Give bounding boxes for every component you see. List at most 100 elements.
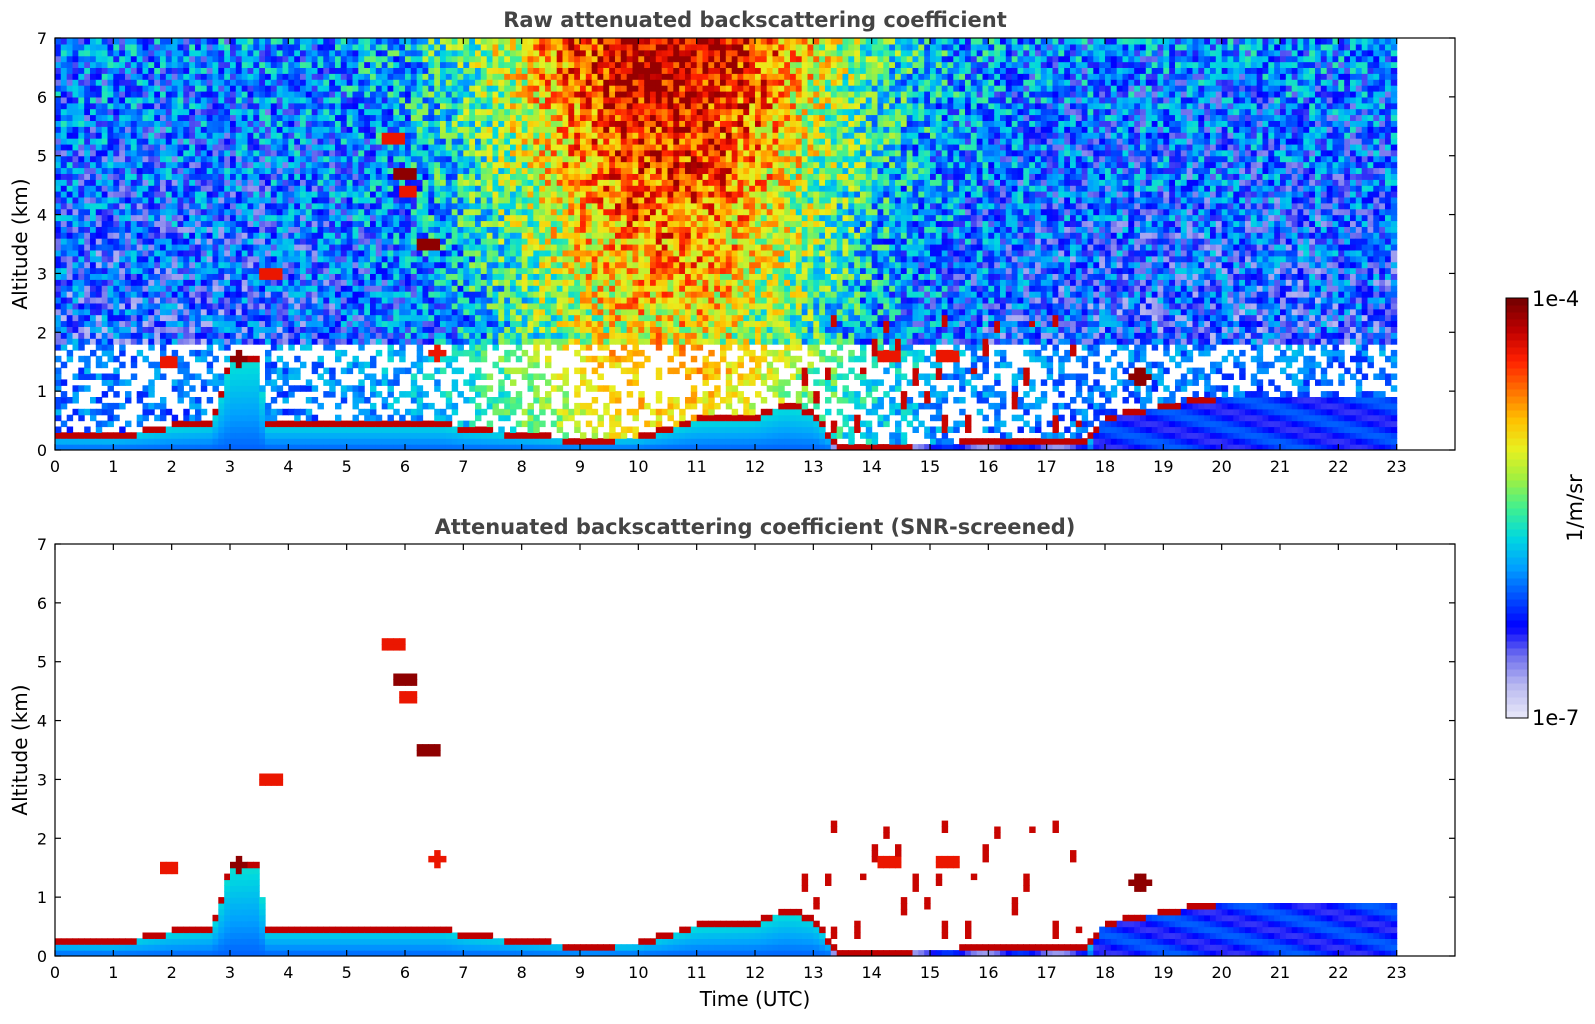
heat-cell bbox=[300, 79, 307, 86]
heat-cell bbox=[247, 132, 254, 139]
heat-cell bbox=[410, 249, 418, 257]
heat-cell bbox=[101, 179, 109, 186]
heat-cell bbox=[241, 67, 249, 74]
heat-cell bbox=[440, 149, 447, 157]
heat-cell bbox=[422, 279, 429, 286]
heat-cell bbox=[101, 344, 109, 351]
heat-cell bbox=[434, 332, 441, 339]
heat-cell bbox=[475, 96, 482, 104]
heat-cell bbox=[288, 238, 295, 245]
heat-cell bbox=[276, 132, 284, 139]
heat-cell bbox=[457, 108, 464, 116]
heat-cell bbox=[457, 432, 464, 439]
heat-cell bbox=[480, 38, 488, 45]
heat-cell bbox=[66, 432, 74, 439]
heat-cell bbox=[405, 408, 412, 416]
heat-cell bbox=[323, 185, 330, 192]
heat-cell bbox=[300, 138, 307, 145]
heat-cell bbox=[177, 214, 184, 222]
heat-cell bbox=[463, 444, 470, 450]
heat-cell bbox=[235, 208, 243, 216]
heat-cell bbox=[434, 314, 441, 322]
heat-cell bbox=[440, 191, 447, 198]
heat-cell bbox=[171, 61, 179, 68]
heat-cell bbox=[78, 267, 85, 274]
heat-cell bbox=[486, 196, 494, 204]
heat-cell bbox=[358, 155, 365, 163]
heat-cell bbox=[235, 220, 243, 227]
heat-cell bbox=[218, 61, 225, 68]
heat-cell bbox=[381, 320, 389, 327]
heat-cell bbox=[387, 38, 394, 45]
heat-cell bbox=[422, 220, 429, 227]
heat-cell bbox=[294, 43, 301, 51]
heat-cell bbox=[130, 85, 138, 92]
heat-cell bbox=[200, 208, 208, 216]
heat-cell bbox=[475, 355, 482, 363]
heat-cell bbox=[393, 79, 400, 86]
heat-cell bbox=[119, 85, 126, 92]
heat-cell bbox=[428, 196, 435, 204]
heat-cell bbox=[410, 273, 418, 280]
heat-cell bbox=[451, 85, 459, 92]
heat-cell bbox=[475, 249, 482, 257]
heat-cell bbox=[410, 43, 418, 51]
heat-cell bbox=[405, 391, 412, 398]
heat-cell bbox=[340, 173, 348, 180]
heat-cell bbox=[457, 149, 464, 157]
heat-cell bbox=[311, 426, 319, 433]
heat-cell bbox=[72, 91, 79, 98]
heat-cell bbox=[422, 308, 429, 316]
heat-cell bbox=[270, 43, 278, 51]
heat-cell bbox=[375, 120, 383, 127]
heat-cell bbox=[422, 355, 429, 363]
heat-cell bbox=[364, 414, 371, 422]
heat-cell bbox=[393, 214, 400, 222]
heat-cell bbox=[200, 155, 208, 163]
heat-cell bbox=[492, 314, 499, 322]
heat-cell bbox=[200, 355, 208, 363]
heat-cell bbox=[253, 291, 260, 298]
heat-cell bbox=[405, 244, 412, 251]
heat-cell bbox=[311, 226, 319, 233]
heat-cell bbox=[457, 55, 464, 63]
heat-cell bbox=[60, 196, 68, 204]
heat-cell bbox=[317, 297, 324, 304]
heat-cell bbox=[346, 196, 354, 204]
heat-cell bbox=[311, 43, 319, 51]
heat-cell bbox=[218, 173, 225, 180]
heat-cell bbox=[200, 126, 208, 133]
heat-cell bbox=[463, 214, 470, 222]
heat-cell bbox=[311, 267, 319, 274]
heat-cell bbox=[282, 191, 289, 198]
heat-cell bbox=[358, 126, 365, 133]
heat-cell bbox=[288, 408, 295, 416]
heat-cell bbox=[171, 55, 179, 63]
heat-cell bbox=[317, 438, 324, 445]
heat-cell bbox=[60, 143, 68, 151]
heat-cell bbox=[504, 314, 511, 322]
heat-cell bbox=[434, 208, 441, 216]
heat-cell bbox=[323, 85, 330, 92]
heat-cell bbox=[405, 85, 412, 92]
heat-cell bbox=[335, 85, 342, 92]
heat-cell bbox=[387, 191, 394, 198]
heat-cell bbox=[183, 232, 190, 239]
heat-cell bbox=[270, 108, 278, 116]
heat-cell bbox=[113, 302, 120, 310]
heat-cell bbox=[154, 149, 161, 157]
heat-cell bbox=[84, 38, 91, 45]
heat-cell bbox=[218, 297, 225, 304]
heat-cell bbox=[422, 126, 429, 133]
heat-cell bbox=[125, 308, 132, 316]
heat-cell bbox=[323, 202, 330, 210]
heat-cell bbox=[282, 208, 289, 216]
heat-cell bbox=[241, 202, 249, 210]
heat-cell bbox=[206, 361, 214, 369]
heat-cell bbox=[381, 120, 389, 127]
heat-cell bbox=[265, 267, 272, 274]
heat-cell bbox=[498, 255, 505, 263]
heat-cell bbox=[90, 143, 97, 151]
heat-cell bbox=[428, 426, 435, 433]
heat-cell bbox=[235, 338, 243, 345]
